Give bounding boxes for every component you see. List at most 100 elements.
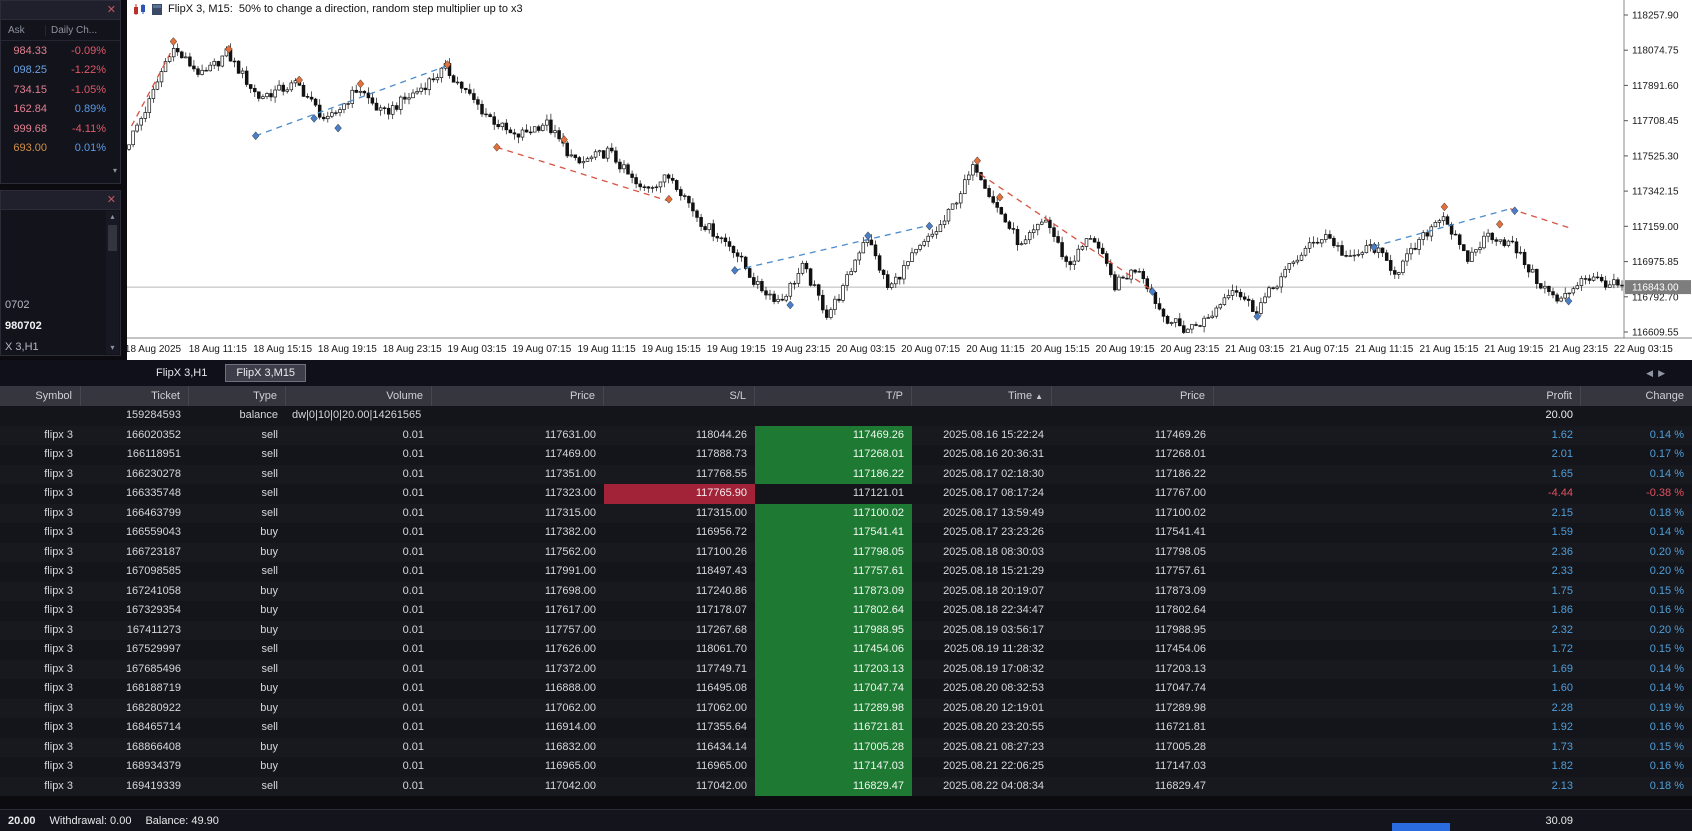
- close-icon[interactable]: ✕: [106, 193, 116, 206]
- history-row[interactable]: flipx 3 166230278 sell 0.01 117351.00 117768.…: [0, 464, 1692, 484]
- history-row[interactable]: flipx 3 166335748 sell 0.01 117323.00 117765.…: [0, 484, 1692, 504]
- cell-sl: 117765.90: [604, 484, 755, 504]
- cell-time: 2025.08.17 02:18:30: [943, 467, 1044, 480]
- column-tp[interactable]: T/P: [755, 386, 912, 406]
- market-watch-row[interactable]: 984.33 -0.09%: [1, 41, 120, 61]
- column-type[interactable]: Type: [189, 386, 286, 406]
- cell-change: 0.18 %: [1649, 779, 1684, 792]
- history-row[interactable]: flipx 3 166559043 buy 0.01 117382.00 116956.7…: [0, 523, 1692, 543]
- cell-change: 0.20 %: [1649, 623, 1684, 636]
- expert-advisor-icon: [152, 3, 162, 15]
- cell-type: buy: [260, 701, 278, 714]
- history-row[interactable]: flipx 3 167329354 buy 0.01 117617.00 117178.0…: [0, 601, 1692, 621]
- cell-sl: 117888.73: [695, 448, 747, 460]
- cell-sl: [604, 406, 755, 426]
- svg-text:118074.75: 118074.75: [1632, 46, 1679, 57]
- cell-profit: 1.72: [1551, 643, 1573, 655]
- cell-ticket: 168188719: [125, 682, 181, 694]
- scroll-down-icon[interactable]: ▾: [112, 166, 117, 175]
- scrollbar-thumb[interactable]: [108, 225, 117, 251]
- market-watch-row[interactable]: 999.68 -4.11%: [1, 119, 120, 139]
- navigator-item[interactable]: X 3,H1: [5, 341, 39, 353]
- cell-type: sell: [261, 643, 278, 655]
- cell-ticket: 168866408: [125, 740, 181, 753]
- svg-text:18 Aug 19:15: 18 Aug 19:15: [318, 344, 377, 355]
- column-symbol[interactable]: Symbol: [0, 386, 81, 406]
- tab-flipx3-h1[interactable]: FlipX 3,H1: [156, 367, 208, 379]
- column-sl[interactable]: S/L: [604, 386, 755, 406]
- svg-text:18 Aug 15:15: 18 Aug 15:15: [253, 344, 312, 355]
- column-profit[interactable]: Profit: [1214, 386, 1581, 406]
- market-watch-row[interactable]: 162.84 0.89%: [1, 100, 120, 120]
- tab-scroll-arrows[interactable]: ◀▶: [1646, 368, 1670, 379]
- column-ask[interactable]: Ask: [8, 24, 25, 36]
- cell-price2: 117873.09: [1154, 584, 1206, 597]
- cell-time: 2025.08.18 08:30:03: [943, 545, 1044, 558]
- cell-profit: 1.73: [1551, 740, 1573, 753]
- svg-text:20 Aug 15:15: 20 Aug 15:15: [1031, 344, 1090, 355]
- history-row[interactable]: flipx 3 168465714 sell 0.01 116914.00 117355.…: [0, 718, 1692, 738]
- svg-text:21 Aug 03:15: 21 Aug 03:15: [1225, 344, 1284, 355]
- cell-tp: 117005.28: [755, 737, 912, 757]
- column-ticket[interactable]: Ticket: [81, 386, 189, 406]
- status-withdrawal: Withdrawal: 0.00: [49, 814, 132, 827]
- history-row[interactable]: flipx 3 167241058 buy 0.01 117698.00 117240.8…: [0, 581, 1692, 601]
- navigator-scrollbar[interactable]: ▴ ▾: [106, 211, 119, 354]
- history-row[interactable]: flipx 3 168280922 buy 0.01 117062.00 117062.0…: [0, 698, 1692, 718]
- history-row[interactable]: flipx 3 168934379 buy 0.01 116965.00 116965.0…: [0, 757, 1692, 777]
- cell-volume: 0.01: [402, 623, 424, 636]
- column-volume[interactable]: Volume: [286, 386, 432, 406]
- history-row[interactable]: flipx 3 166118951 sell 0.01 117469.00 117888.…: [0, 445, 1692, 465]
- tab-flipx3-m15[interactable]: FlipX 3,M15: [225, 364, 307, 382]
- history-row[interactable]: flipx 3 167685496 sell 0.01 117372.00 117749.…: [0, 659, 1692, 679]
- cell-sl: 117315.00: [695, 506, 747, 519]
- svg-text:116792.70: 116792.70: [1632, 292, 1679, 303]
- cell-ticket: 159284593: [125, 409, 181, 421]
- cell-profit: 1.82: [1551, 760, 1573, 772]
- column-change[interactable]: Change: [1645, 390, 1684, 402]
- history-row[interactable]: flipx 3 168866408 buy 0.01 116832.00 116434.1…: [0, 737, 1692, 757]
- history-row[interactable]: flipx 3 167529997 sell 0.01 117626.00 118061.…: [0, 640, 1692, 660]
- market-watch-row[interactable]: 734.15 -1.05%: [1, 80, 120, 100]
- cell-tp: 117203.13: [755, 659, 912, 679]
- tab-left-icon[interactable]: ◀: [1646, 367, 1659, 378]
- ask-value: 162.84: [13, 103, 47, 116]
- history-row[interactable]: flipx 3 166723187 buy 0.01 117562.00 117100.2…: [0, 542, 1692, 562]
- history-row[interactable]: flipx 3 166020352 sell 0.01 117631.00 118044.…: [0, 425, 1692, 445]
- cell-volume: 0.01: [402, 467, 424, 480]
- scroll-up-icon[interactable]: ▴: [110, 212, 115, 221]
- history-row[interactable]: flipx 3 168188719 buy 0.01 116888.00 116495.0…: [0, 679, 1692, 699]
- market-watch-row[interactable]: 098.25 -1.22%: [1, 61, 120, 81]
- chart-window[interactable]: FlipX 3, M15: 50% to change a direction,…: [125, 0, 1692, 360]
- scroll-down-icon[interactable]: ▾: [110, 343, 115, 352]
- svg-text:19 Aug 11:15: 19 Aug 11:15: [577, 344, 636, 355]
- cell-ticket: 166335748: [125, 487, 181, 499]
- market-watch-header: Ask Daily Ch...: [1, 20, 120, 41]
- price-chart-canvas[interactable]: 118257.90 118074.75 117891.60 117708.45 1175…: [125, 0, 1692, 360]
- cell-volume: 0.01: [402, 448, 424, 460]
- cell-price2: 117100.02: [1154, 506, 1206, 519]
- cell-change: 0.14 %: [1649, 428, 1684, 441]
- cell-price2: 117186.22: [1154, 467, 1206, 480]
- history-row[interactable]: flipx 3 167411273 buy 0.01 117757.00 117267.6…: [0, 620, 1692, 640]
- cell-price: 116832.00: [544, 740, 596, 753]
- column-price2[interactable]: Price: [1052, 386, 1214, 406]
- cell-tp: 117121.01: [852, 487, 904, 499]
- history-row[interactable]: 159284593 balance dw|0|10|0|20.00|14261565…: [0, 406, 1692, 426]
- navigator-item[interactable]: 980702: [5, 320, 42, 332]
- history-row[interactable]: flipx 3 169419339 sell 0.01 117042.00 117042.…: [0, 776, 1692, 796]
- cell-volume: 0.01: [402, 662, 424, 675]
- navigator-item[interactable]: 0702: [5, 299, 30, 311]
- history-row[interactable]: flipx 3 167098585 sell 0.01 117991.00 118497.…: [0, 562, 1692, 582]
- history-row[interactable]: flipx 3 166463799 sell 0.01 117315.00 117315.…: [0, 503, 1692, 523]
- cell-price: 117631.00: [544, 428, 596, 441]
- cell-change: -0.38 %: [1646, 487, 1684, 499]
- tab-right-icon[interactable]: ▶: [1658, 367, 1670, 378]
- column-time[interactable]: Time ▲: [912, 386, 1052, 406]
- svg-text:21 Aug 23:15: 21 Aug 23:15: [1549, 344, 1608, 355]
- column-daily-change[interactable]: Daily Ch...: [45, 24, 120, 36]
- market-watch-row[interactable]: 693.00 0.01%: [1, 139, 120, 159]
- close-icon[interactable]: ✕: [106, 3, 116, 16]
- cell-ticket: 166020352: [125, 428, 181, 441]
- column-price[interactable]: Price: [432, 386, 604, 406]
